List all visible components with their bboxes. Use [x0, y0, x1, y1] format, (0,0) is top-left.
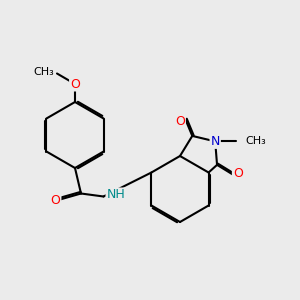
Text: CH₃: CH₃ [33, 67, 54, 77]
Text: NH: NH [106, 188, 125, 202]
Text: O: O [70, 77, 80, 91]
Text: O: O [51, 194, 60, 208]
Text: O: O [233, 167, 243, 180]
Text: CH₃: CH₃ [245, 136, 266, 146]
Text: N: N [211, 135, 220, 148]
Text: O: O [175, 115, 185, 128]
